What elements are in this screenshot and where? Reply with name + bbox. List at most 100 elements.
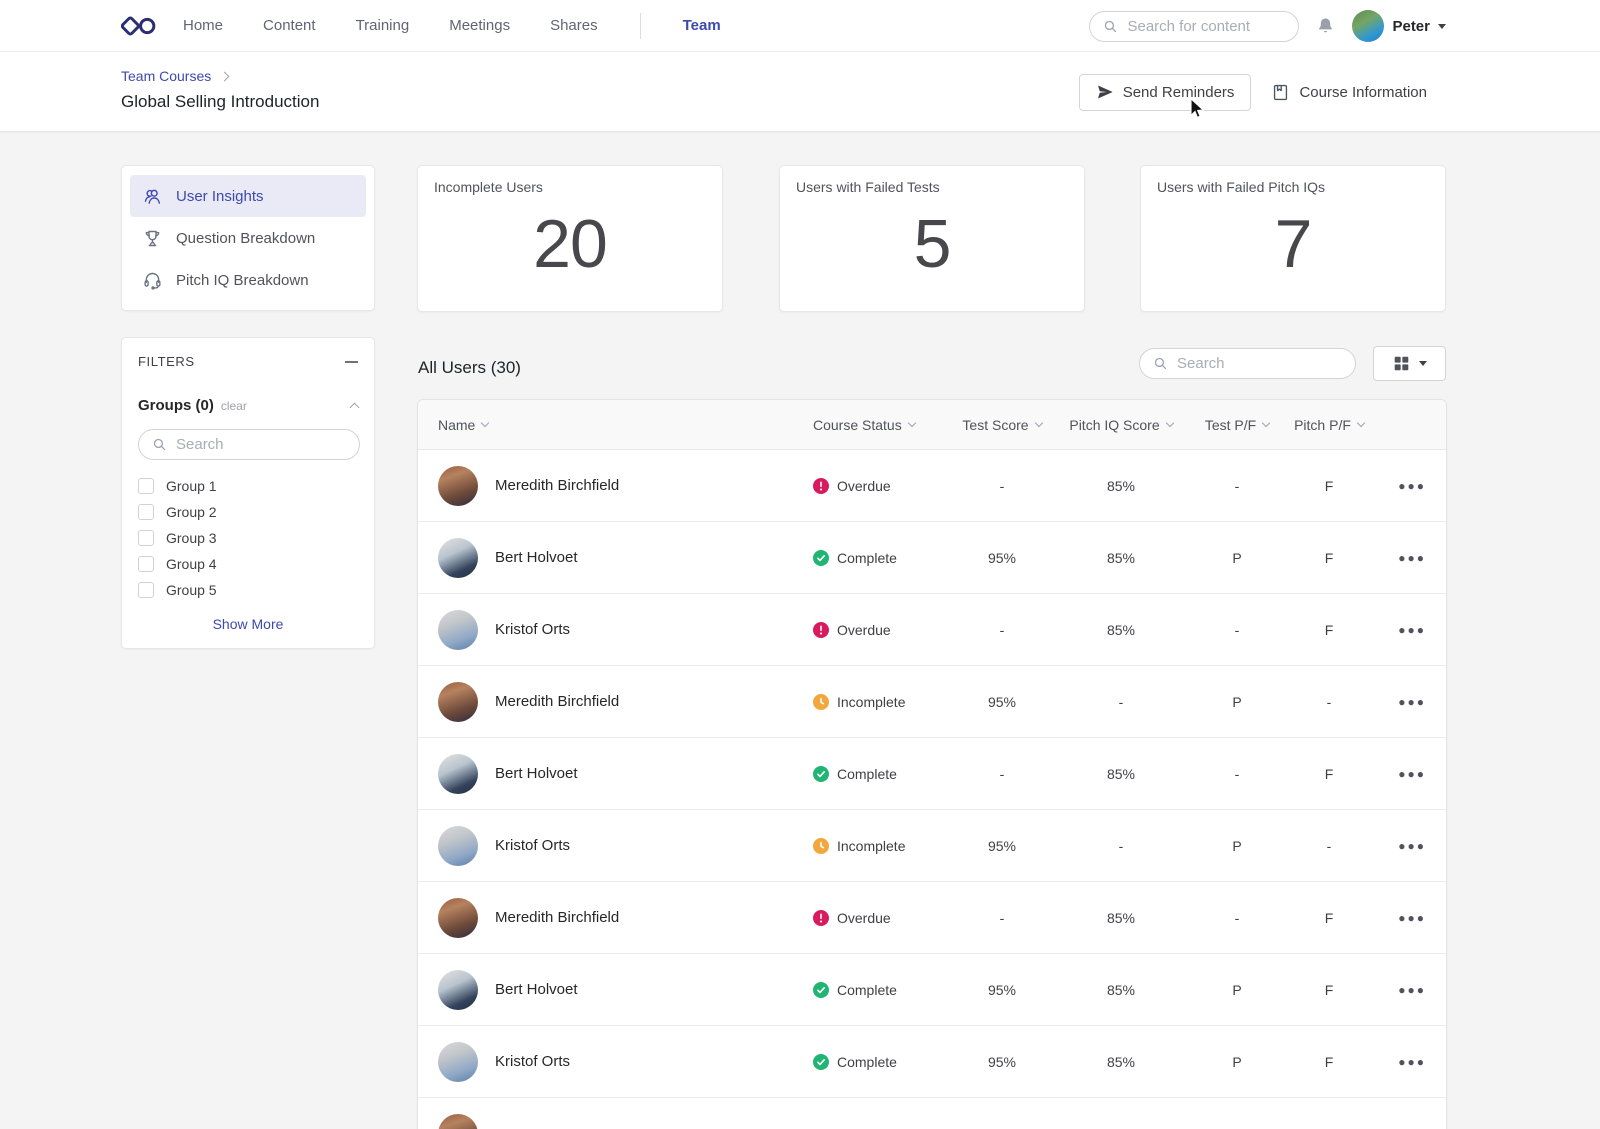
group-checkbox-row[interactable]: Group 4 [138,551,358,577]
showpad-infinity-logo[interactable] [121,13,159,39]
users-table-header: Name Course Status Test Score Pitch IQ S… [418,400,1446,450]
column-header-name[interactable]: Name [438,417,813,433]
status-label: Incomplete [837,838,905,854]
breadcrumb[interactable]: Team Courses [121,68,228,84]
sidebar-item-pitch-iq-breakdown[interactable]: Pitch IQ Breakdown [130,259,366,301]
column-header-course-status[interactable]: Course Status [813,417,953,433]
table-row[interactable]: Bert Holvoet Complete - 85% - F ●●● [418,738,1446,810]
checkbox[interactable] [138,530,154,546]
stat-label: Incomplete Users [418,166,722,195]
groups-list: Group 1 Group 2 Group 3 Group 4 Group 5 [138,473,358,603]
clear-groups-link[interactable]: clear [221,399,247,413]
avatar [438,1042,478,1082]
groups-search-input[interactable] [176,436,347,453]
nav-item-home[interactable]: Home [183,17,223,34]
row-actions-menu[interactable]: ●●● [1398,479,1426,493]
column-header-test-pf[interactable]: Test P/F [1191,417,1283,433]
test-score-cell: 95% [953,550,1051,566]
pitch-iq-score-cell: 85% [1051,622,1191,638]
global-search[interactable] [1089,11,1299,42]
avatar [438,610,478,650]
filters-panel: FILTERS Groups (0) clear Group 1 Group 2… [121,337,375,649]
nav-item-team[interactable]: Team [683,17,721,34]
column-header-pitch-pf[interactable]: Pitch P/F [1283,417,1375,433]
test-score-cell: - [953,478,1051,494]
course-status-cell: Complete [813,766,953,782]
table-row[interactable]: Kristof Orts Overdue - 85% - F ●●● [418,594,1446,666]
table-row[interactable]: Meredith Birchfield Incomplete 95% - P -… [418,666,1446,738]
users-search[interactable] [1139,348,1356,379]
groups-search[interactable] [138,429,360,460]
pitch-pf-cell: F [1283,550,1375,566]
table-row[interactable]: Kristof Orts Complete 95% 85% P F ●●● [418,1026,1446,1098]
table-row[interactable]: Meredith Birchfield Overdue - 85% - F ●●… [418,450,1446,522]
book-icon [1271,83,1290,102]
row-actions-menu[interactable]: ●●● [1398,911,1426,925]
table-row[interactable]: Kristof Orts Incomplete 95% - P - ●●● [418,810,1446,882]
header-actions: Send Reminders Course Information [1079,52,1427,132]
group-checkbox-row[interactable]: Group 2 [138,499,358,525]
row-actions-menu[interactable]: ●●● [1398,695,1426,709]
row-actions-menu[interactable]: ●●● [1398,623,1426,637]
checkbox[interactable] [138,478,154,494]
nav-item-content[interactable]: Content [263,17,316,34]
table-row[interactable]: Bert Holvoet Complete 95% 85% P F ●●● [418,954,1446,1026]
course-information-label: Course Information [1299,84,1427,101]
users-search-input[interactable] [1177,355,1343,372]
view-toggle-button[interactable] [1373,346,1446,381]
user-menu[interactable]: Peter [1352,10,1446,42]
show-more-link[interactable]: Show More [138,616,358,632]
status-icon-slot [813,1054,829,1070]
chevron-up-icon[interactable] [350,403,360,413]
checkbox[interactable] [138,556,154,572]
nav-item-training[interactable]: Training [356,17,410,34]
avatar [438,826,478,866]
group-checkbox-row[interactable]: Group 3 [138,525,358,551]
status-icon-slot [813,766,829,782]
nav-item-shares[interactable]: Shares [550,17,598,34]
nav-item-meetings[interactable]: Meetings [449,17,510,34]
status-incomplete-icon [813,838,829,854]
table-row[interactable] [418,1098,1446,1129]
pitch-iq-score-cell: 85% [1051,982,1191,998]
status-overdue-icon [813,478,829,494]
pitch-pf-cell: - [1283,694,1375,710]
checkbox[interactable] [138,582,154,598]
group-checkbox-row[interactable]: Group 1 [138,473,358,499]
group-checkbox-row[interactable]: Group 5 [138,577,358,603]
row-actions-menu[interactable]: ●●● [1398,551,1426,565]
pitch-pf-cell: F [1283,1054,1375,1070]
stat-value: 5 [780,195,1084,311]
avatar [438,466,478,506]
status-icon-slot [813,622,829,638]
bell-icon[interactable] [1315,16,1336,37]
pitch-pf-cell: F [1283,982,1375,998]
collapse-filters-icon[interactable] [345,361,358,363]
column-header-pitch-iq-score[interactable]: Pitch IQ Score [1051,417,1191,433]
send-reminders-button[interactable]: Send Reminders [1079,74,1252,111]
groups-section-title[interactable]: Groups (0) [138,397,214,414]
column-header-test-score[interactable]: Test Score [953,417,1051,433]
course-information-button[interactable]: Course Information [1271,83,1427,102]
user-name: Meredith Birchfield [495,477,619,494]
row-actions-menu[interactable]: ●●● [1398,767,1426,781]
trophy-icon [142,228,163,249]
row-actions-menu[interactable]: ●●● [1398,839,1426,853]
status-icon-slot [813,982,829,998]
breadcrumb-link[interactable]: Team Courses [121,68,211,84]
global-search-input[interactable] [1127,18,1286,35]
group-label: Group 3 [166,530,217,546]
stat-card-failed-pitch-iqs: Users with Failed Pitch IQs 7 [1140,165,1446,312]
page-header: Team Courses Global Selling Introduction… [0,52,1600,132]
checkbox[interactable] [138,504,154,520]
row-actions-menu[interactable]: ●●● [1398,983,1426,997]
headset-icon [142,270,163,291]
table-row[interactable]: Bert Holvoet Complete 95% 85% P F ●●● [418,522,1446,594]
table-row[interactable]: Meredith Birchfield Overdue - 85% - F ●●… [418,882,1446,954]
sidebar-item-question-breakdown[interactable]: Question Breakdown [130,217,366,259]
sidebar-item-user-insights[interactable]: User Insights [130,175,366,217]
user-name: Bert Holvoet [495,981,578,998]
pitch-iq-score-cell: 85% [1051,766,1191,782]
top-navigation-bar: Home Content Training Meetings Shares Te… [0,0,1600,52]
row-actions-menu[interactable]: ●●● [1398,1055,1426,1069]
